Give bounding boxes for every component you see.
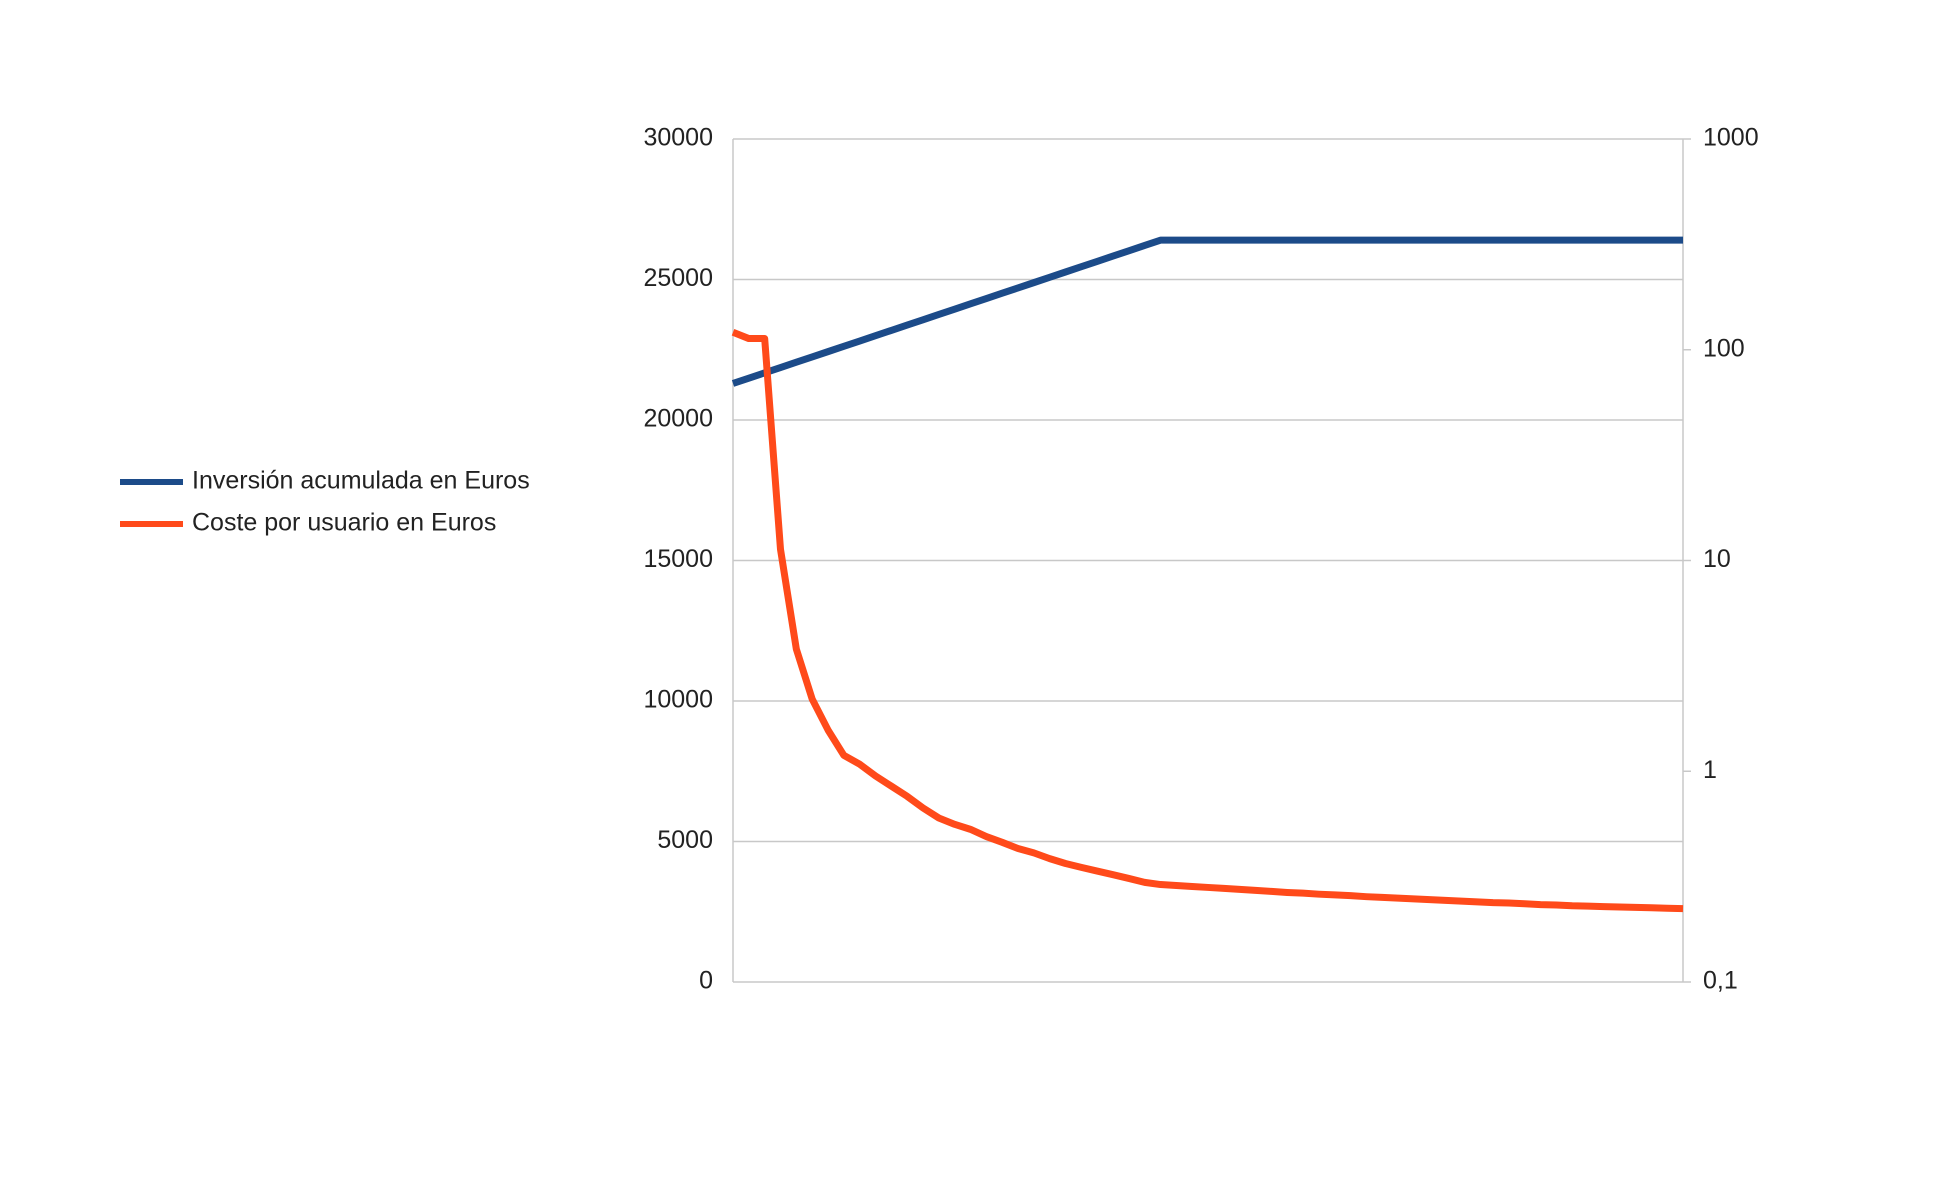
y-tick-label: 5000: [657, 826, 713, 854]
y-tick-label: 10000: [643, 686, 713, 714]
series-line: [731, 236, 1683, 387]
y-tick-label: 20000: [643, 405, 713, 433]
y2-tick-label: 0,1: [1703, 967, 1738, 995]
y2-tick-label: 10: [1703, 545, 1731, 573]
series-line: [731, 329, 1684, 913]
y2-tick-label: 1: [1703, 756, 1717, 784]
y2-tick-label: 1000: [1703, 124, 1759, 152]
y-tick-label: 25000: [643, 264, 713, 292]
y-tick-label: 0: [699, 967, 713, 995]
y-tick-label: 30000: [643, 124, 713, 152]
y-tick-label: 15000: [643, 545, 713, 573]
legend-label: Inversión acumulada en Euros: [192, 467, 530, 495]
legend-label: Coste por usuario en Euros: [192, 509, 496, 537]
y2-tick-label: 100: [1703, 334, 1745, 362]
